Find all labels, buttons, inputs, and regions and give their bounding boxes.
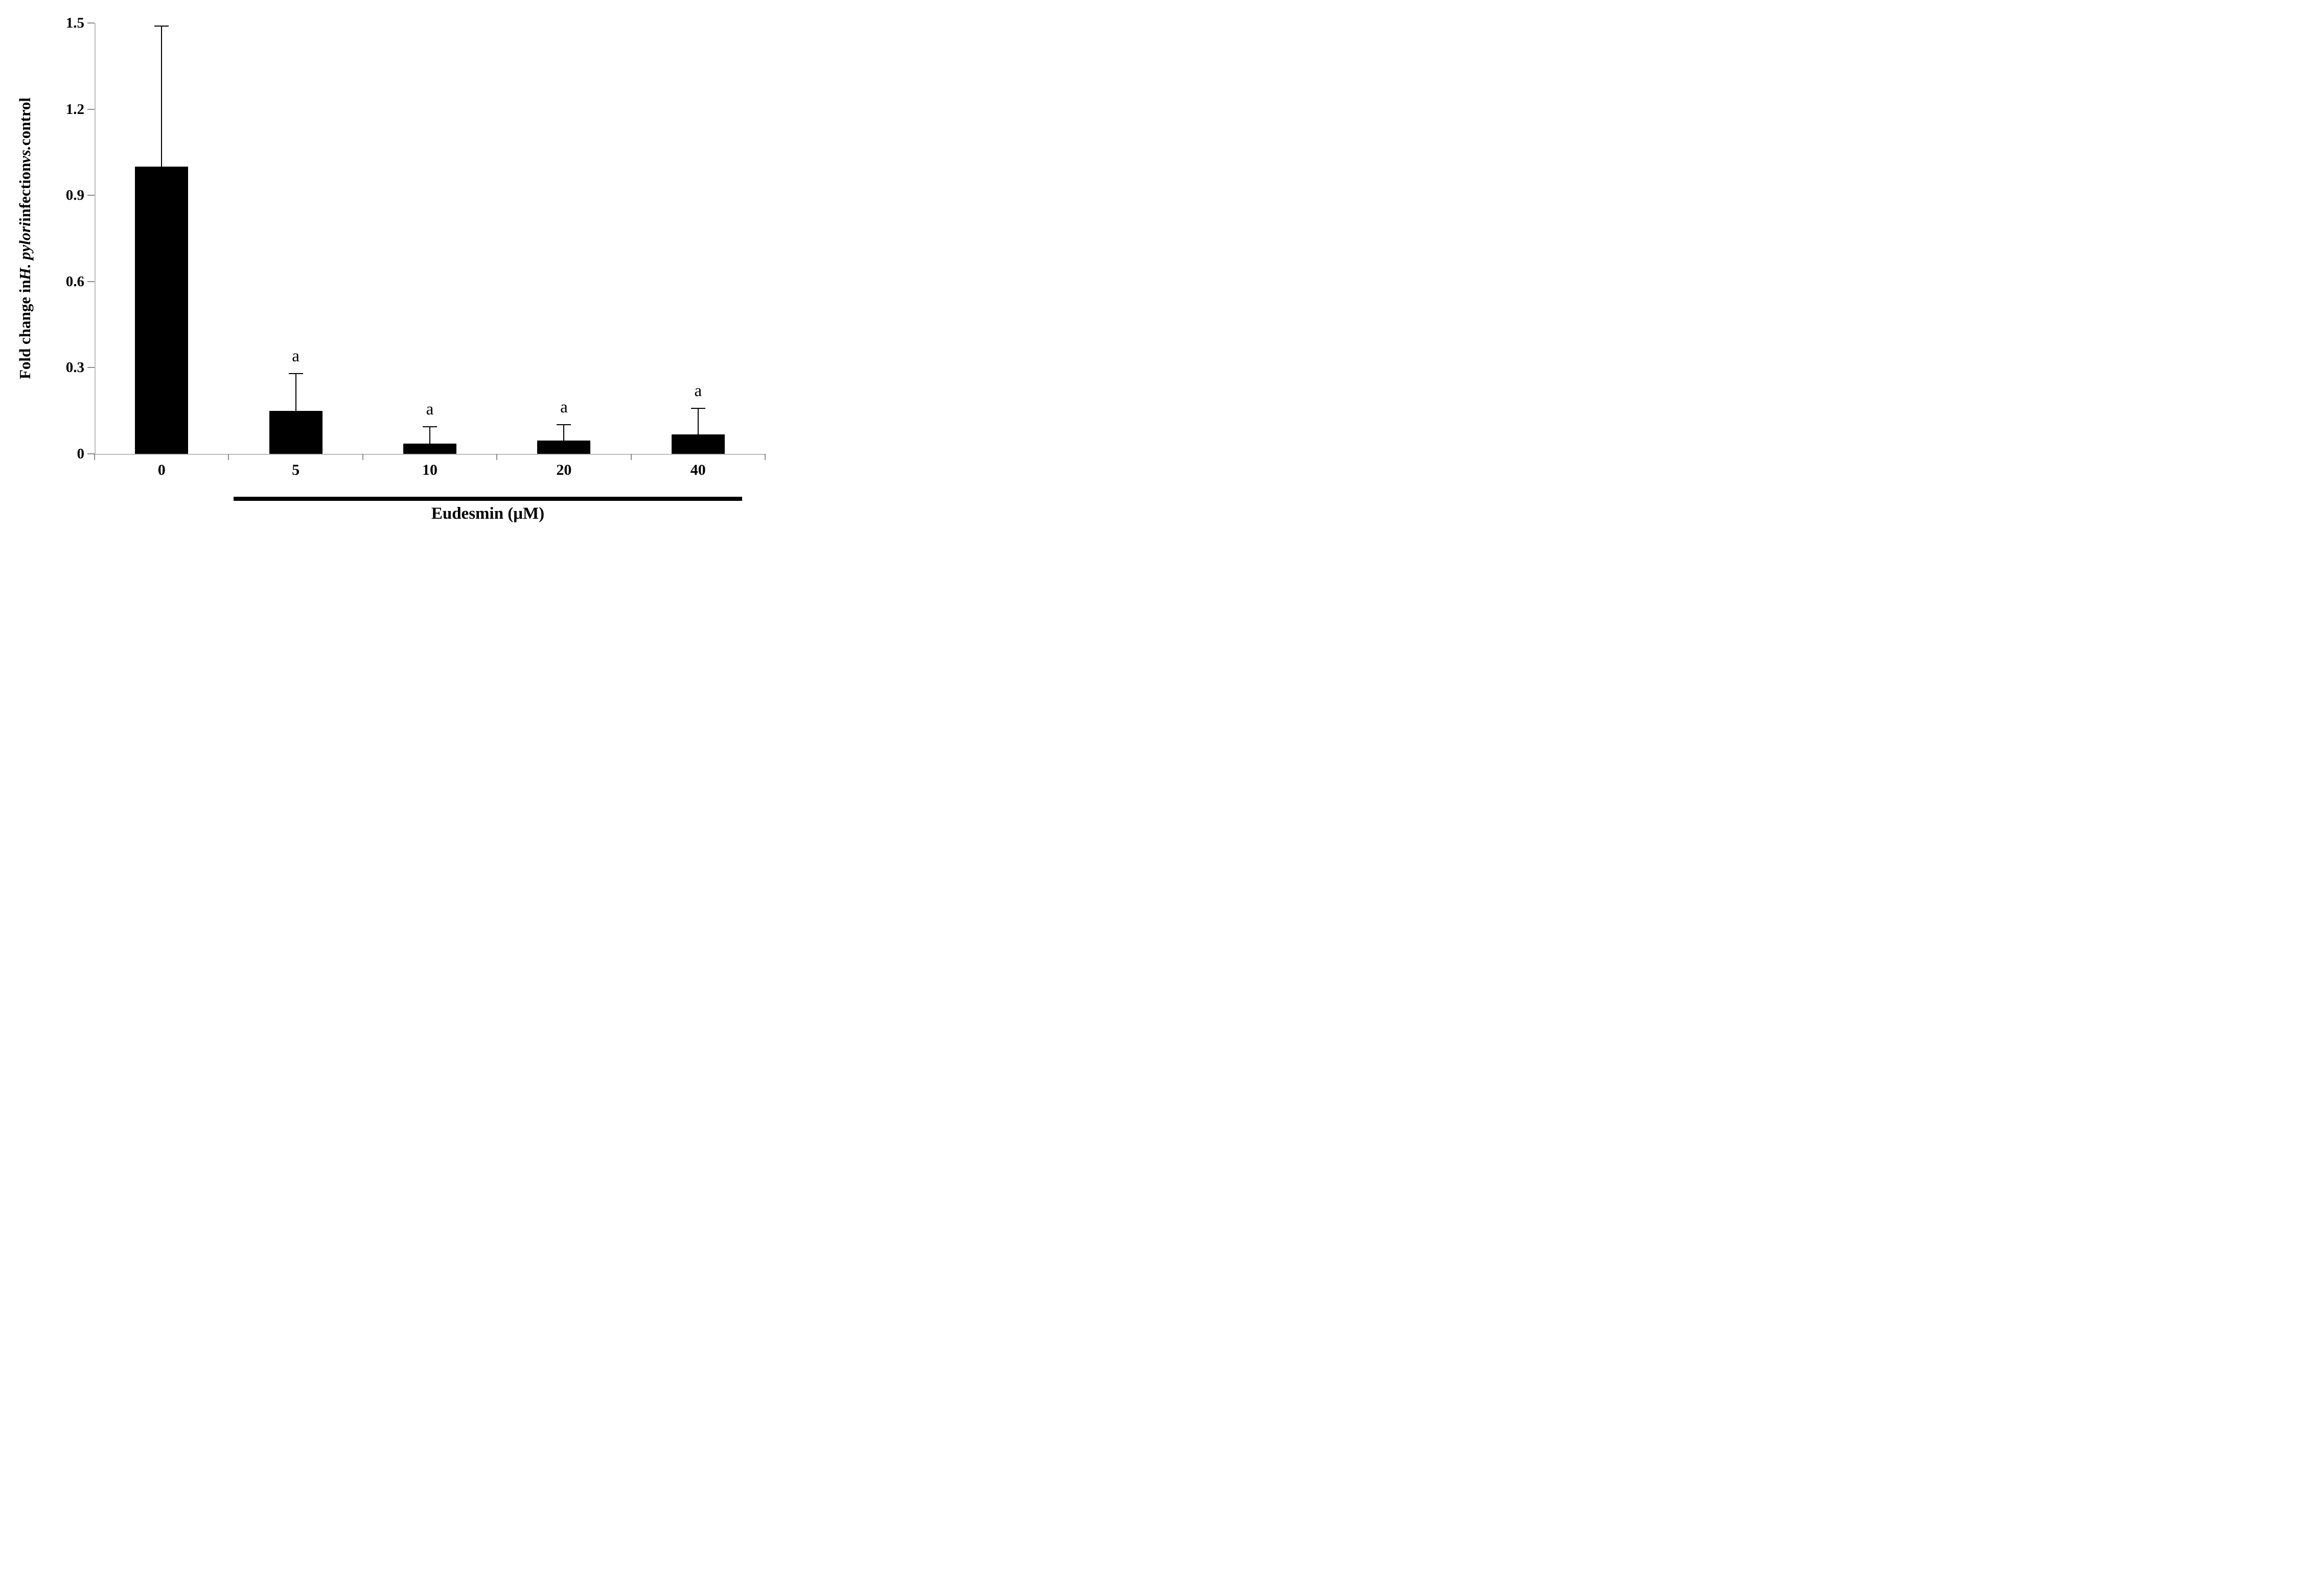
error-bar-line bbox=[563, 424, 565, 441]
chart-area: 0 0.3 0.6 0.9 1.2 1.5 0 a 5 a 10 a 20 a 40 bbox=[0, 0, 775, 523]
error-bar-cap bbox=[691, 408, 705, 409]
treatment-group-underline bbox=[234, 497, 742, 501]
y-tick-mark bbox=[87, 108, 95, 110]
error-bar-line bbox=[295, 373, 296, 411]
x-tick-mark bbox=[94, 454, 95, 460]
bar bbox=[537, 440, 591, 454]
x-tick-label: 0 bbox=[157, 461, 166, 478]
y-axis-title-italic-segment: vs. bbox=[16, 145, 34, 163]
significance-label: a bbox=[426, 400, 434, 419]
x-tick-mark bbox=[765, 454, 766, 460]
y-tick-mark bbox=[87, 453, 95, 454]
error-bar-cap bbox=[288, 373, 303, 374]
error-bar-line bbox=[161, 26, 163, 167]
bar bbox=[269, 410, 323, 454]
significance-label: a bbox=[560, 398, 568, 417]
significance-label: a bbox=[292, 347, 300, 365]
y-tick-label: 0 bbox=[77, 446, 85, 462]
y-tick-mark bbox=[87, 195, 95, 196]
x-tick-mark bbox=[228, 454, 229, 460]
y-tick-label: 1.2 bbox=[65, 101, 84, 118]
y-axis-title-italic-segment: H. pylori bbox=[16, 221, 34, 280]
x-tick-label: 20 bbox=[556, 461, 572, 478]
y-axis-title-segment: Fold change in bbox=[16, 280, 34, 380]
y-axis-line bbox=[95, 23, 96, 454]
y-tick-label: 0.3 bbox=[65, 359, 84, 376]
x-tick-mark bbox=[496, 454, 498, 460]
bar bbox=[403, 444, 456, 454]
y-tick-label: 0.6 bbox=[65, 273, 84, 290]
bar-chart-figure: 0 0.3 0.6 0.9 1.2 1.5 0 a 5 a 10 a 20 a 40 Fold change… bbox=[0, 0, 775, 523]
x-axis-title: Eudesmin (μM) bbox=[431, 504, 545, 523]
error-bar-cap bbox=[557, 424, 571, 425]
y-tick-label: 1.5 bbox=[65, 15, 84, 31]
x-axis-line bbox=[95, 454, 765, 455]
y-tick-mark bbox=[87, 281, 95, 282]
y-tick-mark bbox=[87, 22, 95, 24]
y-axis-title-segment: infection bbox=[16, 163, 34, 222]
y-tick-mark bbox=[87, 367, 95, 368]
bar bbox=[671, 434, 725, 454]
x-tick-label: 40 bbox=[690, 461, 706, 478]
x-tick-mark bbox=[630, 454, 632, 460]
x-tick-mark bbox=[362, 454, 363, 460]
x-tick-label: 10 bbox=[422, 461, 438, 478]
error-bar-line bbox=[429, 426, 430, 444]
x-tick-label: 5 bbox=[292, 461, 300, 478]
y-axis-title-segment: control bbox=[16, 97, 34, 146]
error-bar-cap bbox=[154, 25, 169, 27]
y-tick-label: 0.9 bbox=[65, 187, 84, 204]
error-bar-line bbox=[697, 408, 699, 434]
significance-label: a bbox=[694, 382, 702, 401]
bar bbox=[135, 167, 189, 454]
y-axis-title: Fold change in H. pylori infection vs. c… bbox=[13, 23, 37, 454]
error-bar-cap bbox=[423, 426, 437, 427]
